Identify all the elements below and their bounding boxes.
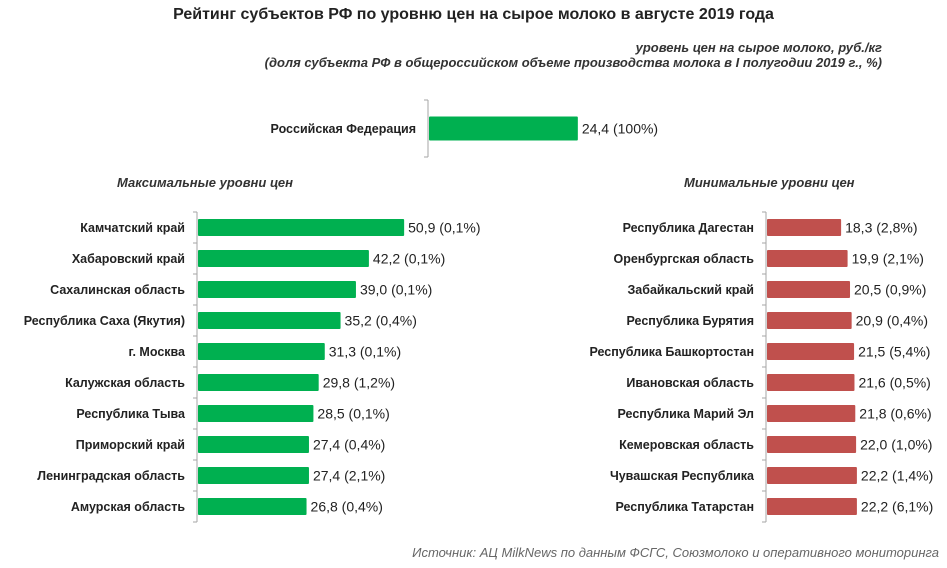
min-data-label: 19,9 (2,1%)	[852, 251, 924, 267]
min-data-label: 22,2 (6,1%)	[861, 499, 933, 515]
rf-data-label: 24,4 (100%)	[582, 121, 658, 137]
min-category-label: Республика Татарстан	[615, 500, 754, 514]
min-category-label: Оренбургская область	[613, 252, 754, 266]
max-bar	[198, 467, 309, 484]
max-category-label: г. Москва	[129, 345, 187, 359]
min-category-label: Ивановская область	[626, 376, 754, 390]
max-data-label: 28,5 (0,1%)	[317, 406, 389, 422]
rf-bar	[429, 116, 578, 141]
max-bar	[198, 343, 325, 360]
max-data-label: 29,8 (1,2%)	[323, 375, 395, 391]
chart-title: Рейтинг субъектов РФ по уровню цен на сы…	[173, 6, 774, 23]
max-category-label: Республика Саха (Якутия)	[24, 314, 185, 328]
chart-subtitle-units: уровень цен на сырое молоко, руб./кг	[635, 40, 882, 55]
max-data-label: 31,3 (0,1%)	[329, 344, 401, 360]
max-category-label: Ленинградская область	[37, 469, 185, 483]
max-data-label: 42,2 (0,1%)	[373, 251, 445, 267]
max-category-label: Республика Тыва	[76, 407, 186, 421]
max-bar	[198, 436, 309, 453]
min-data-label: 22,0 (1,0%)	[860, 437, 932, 453]
chart-subtitle-share: (доля субъекта РФ в общероссийском объем…	[264, 55, 882, 70]
min-data-label: 22,2 (1,4%)	[861, 468, 933, 484]
min-bar	[767, 374, 855, 391]
max-bar	[198, 281, 356, 298]
max-data-label: 26,8 (0,4%)	[311, 499, 383, 515]
min-data-label: 20,5 (0,9%)	[854, 282, 926, 298]
max-category-label: Камчатский край	[80, 221, 185, 235]
max-bar	[198, 250, 369, 267]
max-bar	[198, 498, 307, 515]
min-section-title: Минимальные уровни цен	[684, 175, 855, 190]
max-bar	[198, 374, 319, 391]
max-bar	[198, 405, 314, 422]
source-note: Источник: АЦ MilkNews по данным ФСГС, Со…	[412, 545, 939, 560]
min-data-label: 21,5 (5,4%)	[858, 344, 930, 360]
min-bar	[767, 436, 857, 453]
rf-category-label: Российская Федерация	[271, 122, 416, 136]
min-bar	[767, 312, 852, 329]
max-data-label: 39,0 (0,1%)	[360, 282, 432, 298]
min-data-label: 21,8 (0,6%)	[859, 406, 931, 422]
min-bar	[767, 405, 856, 422]
min-category-label: Кемеровская область	[619, 438, 754, 452]
max-category-label: Приморский край	[76, 438, 185, 452]
max-data-label: 35,2 (0,4%)	[345, 313, 417, 329]
max-data-label: 27,4 (0,4%)	[313, 437, 385, 453]
max-category-label: Хабаровский край	[72, 252, 185, 266]
min-bar	[767, 343, 855, 360]
min-category-label: Республика Башкортостан	[589, 345, 754, 359]
min-bar	[767, 467, 857, 484]
min-bar	[767, 219, 842, 236]
max-data-label: 50,9 (0,1%)	[408, 220, 480, 236]
min-category-label: Забайкальский край	[627, 283, 754, 297]
min-category-label: Республика Бурятия	[627, 314, 754, 328]
min-category-label: Республика Марий Эл	[618, 407, 755, 421]
max-bar	[198, 219, 405, 236]
min-data-label: 20,9 (0,4%)	[856, 313, 928, 329]
min-bar	[767, 281, 851, 298]
max-bar	[198, 312, 341, 329]
max-category-label: Калужская область	[65, 376, 185, 390]
max-category-label: Сахалинская область	[50, 283, 185, 297]
max-section-title: Максимальные уровни цен	[117, 175, 293, 190]
min-bar	[767, 498, 857, 515]
max-data-label: 27,4 (2,1%)	[313, 468, 385, 484]
min-bar	[767, 250, 848, 267]
min-data-label: 18,3 (2,8%)	[845, 220, 917, 236]
min-category-label: Чувашская Республика	[610, 469, 755, 483]
min-category-label: Республика Дагестан	[623, 221, 754, 235]
min-data-label: 21,6 (0,5%)	[858, 375, 930, 391]
max-category-label: Амурская область	[71, 500, 185, 514]
